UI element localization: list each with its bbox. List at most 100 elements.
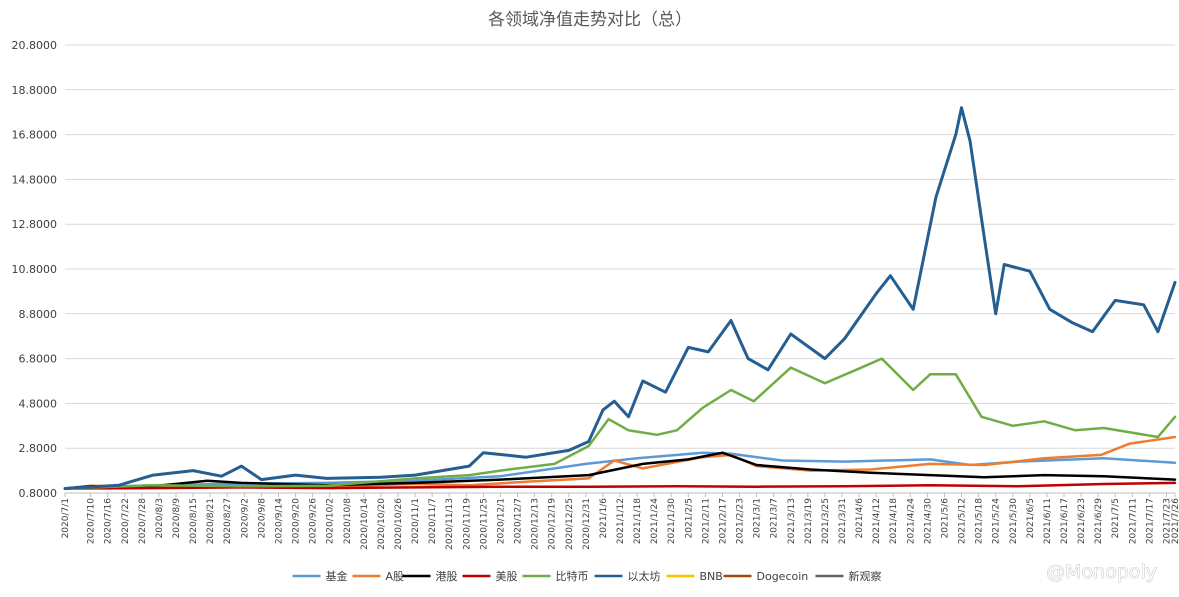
x-tick-label: 2021/5/18 <box>975 498 985 544</box>
x-tick-label: 2021/5/30 <box>1009 498 1019 544</box>
legend-label: 美股 <box>496 570 518 583</box>
y-tick-label: 6.8000 <box>19 353 58 366</box>
legend-label: 港股 <box>436 570 458 583</box>
x-tick-label: 2021/6/23 <box>1077 498 1087 544</box>
legend-label: Dogecoin <box>757 570 809 583</box>
x-tick-label: 2020/9/20 <box>292 498 302 544</box>
x-tick-label: 2020/7/16 <box>104 498 114 544</box>
legend-label: 比特币 <box>556 569 589 583</box>
x-tick-label: 2020/7/1 <box>61 498 71 538</box>
x-tick-label: 2021/2/23 <box>736 498 746 544</box>
y-tick-label: 20.8000 <box>12 39 58 52</box>
x-tick-label: 2020/10/8 <box>343 498 353 544</box>
legend-item: 新观察 <box>815 569 882 583</box>
x-tick-label: 2021/3/31 <box>838 498 848 544</box>
x-tick-label: 2020/12/1 <box>496 498 506 544</box>
x-tick-label: 2020/11/1 <box>411 498 421 544</box>
series-line-美股 <box>63 481 1177 490</box>
x-tick-label: 2020/9/8 <box>257 498 267 539</box>
x-tick-label: 2021/5/6 <box>940 498 950 539</box>
x-tick-label: 2021/5/12 <box>958 498 968 544</box>
legend-label: 以太坊 <box>628 569 661 583</box>
y-tick-label: 2.8000 <box>19 442 58 455</box>
x-tick-label: 2020/10/20 <box>377 498 387 550</box>
x-tick-label: 2020/9/26 <box>309 498 319 544</box>
y-tick-label: 16.8000 <box>12 129 58 142</box>
x-tick-label: 2021/1/30 <box>667 498 677 544</box>
x-tick-label: 2021/3/13 <box>787 498 797 544</box>
x-tick-label: 2020/7/28 <box>138 498 148 544</box>
x-tick-label: 2021/3/25 <box>821 498 831 544</box>
x-tick-label: 2020/11/25 <box>479 498 489 550</box>
x-tick-label: 2021/7/23 <box>1162 498 1172 544</box>
x-tick-label: 2020/9/2 <box>240 498 250 538</box>
series-line-港股 <box>63 451 1177 490</box>
legend-item: 比特币 <box>522 569 589 583</box>
legend: 基金 A股 港股 美股 比特币 以太坊 BNB Dogecoin 新观察 <box>292 569 882 583</box>
y-tick-label: 18.8000 <box>12 84 58 97</box>
x-tick-label: 2020/7/22 <box>121 498 131 544</box>
x-tick-label: 2021/3/1 <box>753 498 763 538</box>
x-axis: 2020/7/1 2020/7/10 2020/7/16 2020/7/22 2020/… <box>61 493 1179 550</box>
x-tick-label: 2020/11/13 <box>445 498 455 550</box>
x-tick-label: 2021/4/6 <box>855 498 865 539</box>
x-tick-label: 2020/11/7 <box>428 498 438 544</box>
x-tick-label: 2020/12/19 <box>548 498 558 550</box>
x-tick-label: 2021/2/17 <box>718 498 728 544</box>
x-tick-label: 2021/1/12 <box>616 498 626 544</box>
x-tick-label: 2021/2/5 <box>684 498 694 538</box>
x-tick-label: 2020/10/26 <box>394 498 404 550</box>
x-tick-label: 2021/7/17 <box>1145 498 1155 544</box>
x-tick-label: 2021/6/11 <box>1043 498 1053 544</box>
x-tick-label: 2020/11/19 <box>462 498 472 550</box>
x-tick-label: 2021/6/29 <box>1094 498 1104 544</box>
x-tick-label: 2020/8/9 <box>172 498 182 539</box>
y-tick-label: 10.8000 <box>12 263 58 276</box>
x-tick-label: 2020/8/27 <box>223 498 233 544</box>
x-tick-label: 2021/4/18 <box>889 498 899 544</box>
y-tick-label: 8.8000 <box>19 308 58 321</box>
legend-label: BNB <box>700 570 723 583</box>
x-tick-label: 2021/4/24 <box>906 498 916 544</box>
watermark: @Monopoly <box>1046 561 1157 583</box>
legend-item: A股 <box>352 570 405 583</box>
legend-item: 美股 <box>462 570 518 583</box>
y-tick-label: 0.8000 <box>19 487 58 500</box>
series-line-比特币 <box>63 357 1177 490</box>
x-tick-label: 2020/10/2 <box>326 498 336 544</box>
legend-item: 港股 <box>402 570 458 583</box>
x-tick-label: 2021/7/5 <box>1111 498 1121 538</box>
x-tick-label: 2020/7/10 <box>87 498 97 544</box>
x-tick-label: 2021/6/5 <box>1026 498 1036 538</box>
legend-label: 基金 <box>326 569 348 583</box>
legend-item: Dogecoin <box>723 570 809 583</box>
legend-item: 以太坊 <box>594 569 661 583</box>
legend-label: 新观察 <box>849 569 882 583</box>
x-tick-label: 2020/9/14 <box>274 498 284 544</box>
x-tick-label: 2021/2/11 <box>701 498 711 544</box>
x-tick-label: 2020/8/21 <box>206 498 216 544</box>
x-tick-label: 2020/8/3 <box>155 498 165 538</box>
x-tick-label: 2021/6/17 <box>1060 498 1070 544</box>
x-tick-label: 2020/12/25 <box>565 498 575 550</box>
x-tick-label: 2021/1/6 <box>599 498 609 539</box>
legend-label: A股 <box>386 570 405 583</box>
x-tick-label: 2020/8/15 <box>189 498 199 544</box>
y-tick-label: 12.8000 <box>12 218 58 231</box>
x-tick-label: 2021/5/24 <box>992 498 1002 544</box>
x-tick-label: 2021/7/11 <box>1128 498 1138 544</box>
series-lines <box>63 106 1177 490</box>
x-tick-label: 2020/12/7 <box>514 498 524 544</box>
x-tick-label: 2021/1/24 <box>650 498 660 544</box>
legend-item: 基金 <box>292 569 348 583</box>
x-tick-label: 2021/3/19 <box>804 498 814 544</box>
series-line-以太坊 <box>63 106 1177 490</box>
x-tick-label: 2021/1/18 <box>633 498 643 544</box>
x-tick-label: 2020/12/31 <box>582 498 592 550</box>
legend-item: BNB <box>666 570 723 583</box>
chart-title: 各领域净值走势对比（总） <box>488 10 692 30</box>
series-line-A股 <box>63 435 1177 490</box>
y-axis: 0.8000 2.8000 4.8000 6.8000 8.8000 10.8000 12.… <box>12 39 58 500</box>
x-tick-label: 2021/3/7 <box>770 498 780 538</box>
